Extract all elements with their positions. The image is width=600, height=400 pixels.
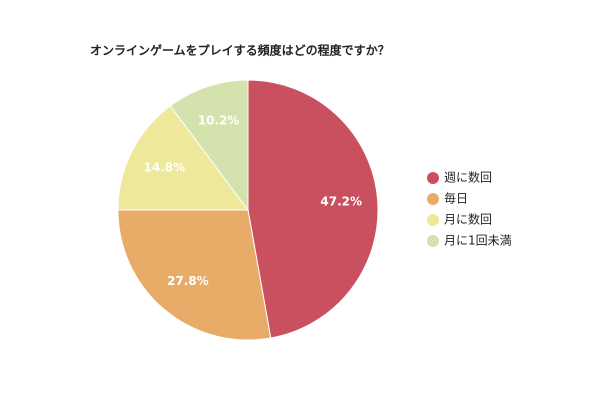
slice-label: 14.8% bbox=[144, 161, 186, 175]
legend-label: 毎日 bbox=[444, 191, 468, 206]
legend-marker bbox=[427, 214, 439, 226]
pie-slice bbox=[117, 209, 272, 341]
legend-label: 週に数回 bbox=[444, 170, 492, 185]
legend-marker bbox=[427, 172, 439, 184]
legend-label: 月に1回未満 bbox=[444, 234, 512, 248]
legend-marker bbox=[427, 235, 439, 247]
pie-slice bbox=[247, 79, 379, 339]
pie-slice bbox=[169, 79, 249, 212]
chart-title: オンラインゲームをプレイする頻度はどの程度ですか？ bbox=[90, 43, 390, 58]
slice-label: 47.2% bbox=[320, 194, 362, 208]
slice-label: 10.2% bbox=[198, 114, 240, 128]
pie-slice bbox=[117, 105, 249, 211]
legend-marker bbox=[427, 193, 439, 205]
slice-label: 27.8% bbox=[167, 274, 209, 288]
legend-label: 月に数回 bbox=[444, 212, 492, 227]
